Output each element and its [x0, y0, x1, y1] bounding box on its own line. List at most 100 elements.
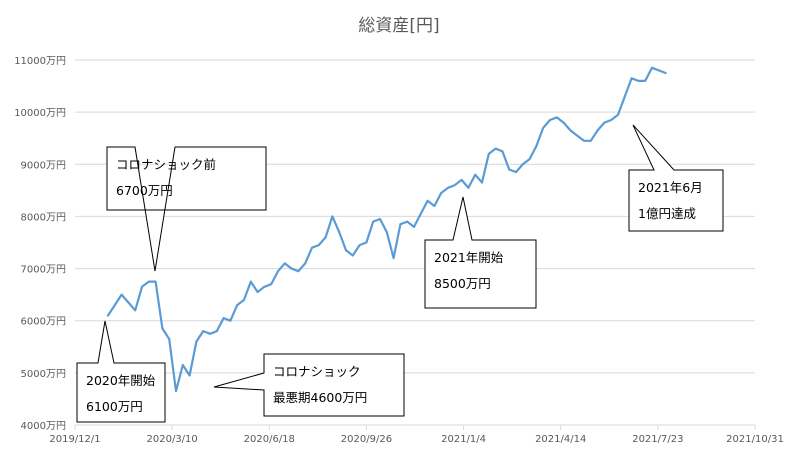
- x-tick-label: 2020/3/10: [147, 434, 198, 445]
- data-point: [120, 293, 123, 296]
- callout-text: 2021年開始: [434, 250, 504, 265]
- data-point: [596, 129, 599, 132]
- data-point: [385, 231, 388, 233]
- callout-text: コロナショック前: [116, 157, 216, 172]
- data-point: [419, 212, 422, 215]
- data-point: [392, 257, 395, 260]
- callout-start: 2020年開始 6100万円: [76, 320, 166, 423]
- y-tick-label: 10000万円: [14, 108, 66, 119]
- x-tick-label: 2021/10/31: [726, 434, 784, 445]
- series-line: [106, 66, 667, 393]
- data-point: [549, 119, 551, 121]
- data-point: [127, 301, 130, 304]
- data-point: [141, 285, 143, 288]
- data-point: [107, 314, 109, 317]
- data-point: [413, 225, 415, 228]
- data-point: [209, 332, 211, 335]
- y-tick-label: 6000万円: [21, 317, 66, 328]
- series-total-assets: [106, 66, 667, 393]
- data-point: [453, 184, 456, 187]
- data-point: [494, 147, 497, 150]
- data-point: [664, 72, 667, 74]
- data-point: [338, 231, 341, 233]
- y-tick-label: 8000万円: [21, 212, 66, 223]
- data-point: [501, 150, 504, 153]
- callout-y2021: 2021年開始 8500万円: [424, 196, 537, 309]
- callout-text: 最悪期4600万円: [273, 390, 367, 405]
- data-point: [229, 319, 232, 322]
- data-point: [447, 186, 449, 189]
- data-point: [562, 121, 565, 124]
- callout-text: 6100万円: [86, 399, 143, 414]
- data-point: [569, 129, 572, 132]
- data-point: [351, 254, 354, 257]
- data-point: [175, 390, 177, 393]
- callout-box: [106, 146, 267, 272]
- y-tick-label: 9000万円: [21, 160, 66, 171]
- data-point: [528, 158, 531, 160]
- callout-text: 2020年開始: [86, 373, 156, 388]
- data-point: [372, 220, 375, 223]
- data-point: [651, 66, 653, 69]
- callout-text: 6700万円: [116, 183, 173, 198]
- data-point: [644, 79, 647, 82]
- data-point: [249, 280, 252, 283]
- callout-hundred-million: 2021年6月 1億円達成: [628, 124, 724, 232]
- data-point: [263, 285, 266, 288]
- data-point: [283, 262, 286, 265]
- data-point: [617, 113, 619, 116]
- data-point: [195, 340, 198, 343]
- data-point: [215, 330, 218, 333]
- x-tick-label: 2020/9/26: [341, 434, 392, 445]
- data-point: [657, 69, 660, 72]
- data-point: [365, 241, 368, 244]
- data-point: [345, 249, 347, 252]
- x-tick-label: 2019/12/1: [49, 434, 100, 445]
- data-point: [521, 163, 524, 166]
- callout-text: 1億円達成: [638, 206, 696, 221]
- callout-box: [628, 124, 724, 232]
- x-tick-label: 2021/1/4: [441, 434, 486, 445]
- gridlines: [75, 59, 755, 426]
- data-point: [508, 168, 511, 171]
- data-point: [181, 364, 184, 366]
- chart-title: 総資産[円]: [358, 16, 439, 36]
- data-point: [440, 192, 443, 194]
- data-point: [188, 374, 191, 377]
- data-point: [270, 283, 273, 286]
- data-point: [379, 218, 381, 220]
- data-point: [583, 139, 585, 142]
- data-point: [542, 126, 545, 129]
- data-point: [277, 270, 279, 273]
- data-point: [433, 205, 436, 207]
- x-tick-label: 2020/6/18: [244, 434, 295, 445]
- data-point: [481, 181, 483, 184]
- callouts: 2020年開始 6100万円 コロナショック前 6700万円コロナショック最悪期460…: [76, 124, 724, 423]
- data-point: [589, 139, 592, 142]
- data-point: [256, 291, 259, 293]
- y-tick-label: 4000万円: [21, 421, 66, 432]
- data-point: [630, 77, 633, 80]
- callout-box: [213, 353, 405, 417]
- data-point: [290, 267, 293, 270]
- data-point: [236, 304, 239, 306]
- x-tick-label: 2021/7/23: [632, 434, 683, 445]
- data-point: [637, 79, 640, 82]
- data-point: [460, 179, 463, 181]
- data-point: [243, 298, 245, 301]
- y-tick-label: 11000万円: [14, 56, 66, 67]
- data-point: [113, 304, 116, 306]
- y-tick-label: 5000万円: [21, 369, 66, 380]
- data-point: [222, 317, 225, 320]
- data-point: [535, 145, 538, 147]
- data-point: [168, 338, 171, 340]
- data-point: [202, 330, 205, 333]
- callout-box: [76, 320, 166, 423]
- data-point: [399, 223, 402, 226]
- data-point: [311, 246, 313, 249]
- x-tick-label: 2021/4/14: [535, 434, 586, 445]
- callout-text: 8500万円: [434, 276, 491, 291]
- data-point: [358, 244, 361, 247]
